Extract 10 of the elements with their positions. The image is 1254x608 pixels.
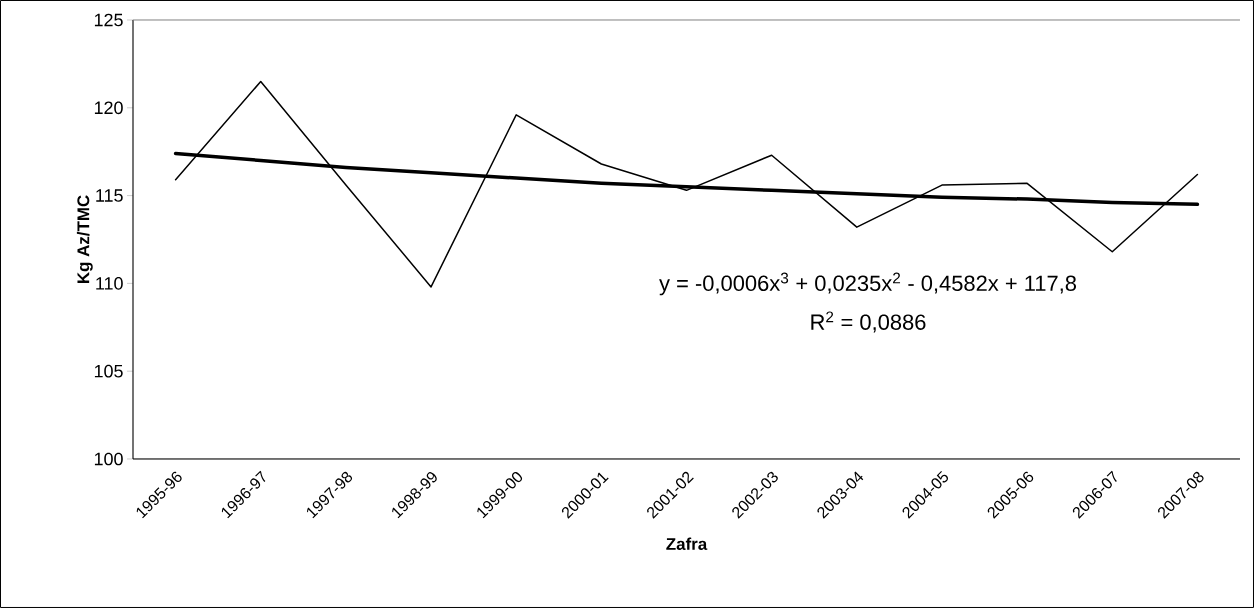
y-tick-label: 115 xyxy=(96,189,123,202)
y-tick-label: 125 xyxy=(94,13,123,27)
y-tick-label: 105 xyxy=(94,364,123,378)
y-tick-label: 110 xyxy=(96,277,123,290)
y-tick-label: 120 xyxy=(94,101,123,115)
y-tick-label: 100 xyxy=(94,452,123,466)
x-axis-title: Zafra xyxy=(666,537,708,550)
annotation: R$^{2}$ = 0,0886 xyxy=(811,311,926,333)
y-axis-title: Kg Az/TMC xyxy=(76,195,93,284)
annotation: y = -0,0006x$^{3}$ + 0,0235x$^{2}$ - 0,4582x + 117,8 xyxy=(659,272,1077,296)
